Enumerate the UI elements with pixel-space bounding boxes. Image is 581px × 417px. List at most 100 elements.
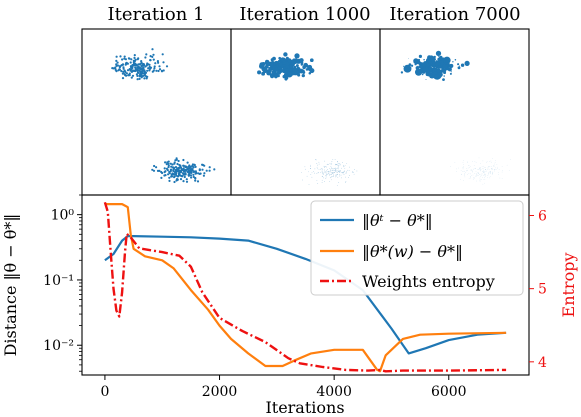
scatter-point — [481, 172, 483, 174]
scatter-point — [295, 64, 299, 68]
scatter-point — [333, 173, 334, 175]
scatter-point — [145, 53, 148, 56]
scatter-point — [410, 64, 414, 67]
scatter-point — [486, 161, 488, 163]
scatter-point — [346, 162, 348, 164]
scatter-point — [470, 177, 472, 179]
scatter-point — [261, 71, 266, 76]
scatter-point — [120, 70, 123, 73]
scatter-point — [480, 170, 481, 171]
scatter-point — [482, 171, 483, 172]
scatter-point — [324, 181, 325, 182]
scatter-point — [435, 50, 442, 57]
scatter-point — [463, 171, 465, 172]
scatter-point — [125, 72, 128, 75]
scatter-point — [123, 69, 126, 72]
scatter-point — [201, 163, 205, 167]
series-line-2 — [104, 203, 507, 373]
scatter-point — [508, 170, 510, 171]
scatter-point — [134, 58, 137, 61]
scatter-point — [468, 173, 470, 175]
scatter-point — [337, 174, 338, 175]
scatter-point — [472, 161, 473, 162]
scatter-point — [433, 67, 438, 72]
scatter-point — [333, 172, 335, 173]
scatter-point — [467, 174, 468, 175]
scatter-point — [483, 171, 484, 173]
scatter-point — [437, 72, 439, 74]
scatter-point — [493, 169, 495, 171]
scatter-point — [300, 70, 303, 73]
scatter-point — [330, 164, 332, 165]
scatter-point — [458, 167, 459, 169]
scatter-point — [463, 175, 465, 176]
scatter-point — [331, 173, 333, 174]
scatter-point — [501, 166, 503, 167]
scatter-point — [491, 168, 492, 170]
scatter-point — [300, 63, 304, 66]
scatter-point — [330, 171, 332, 173]
scatter-point — [179, 178, 183, 181]
scatter-point — [473, 176, 474, 178]
scatter-point — [448, 67, 450, 70]
scatter-point — [302, 65, 306, 70]
scatter-point — [345, 176, 346, 178]
scatter-point — [317, 168, 319, 170]
scatter-point — [317, 164, 319, 166]
scatter-point — [454, 162, 456, 163]
legend-label-2: ‖θ*(w) − θ*‖ — [362, 242, 463, 261]
scatter-point — [493, 165, 494, 166]
scatter-point — [147, 63, 150, 66]
scatter-point — [152, 58, 155, 61]
scatter-point — [476, 175, 477, 176]
scatter-point — [339, 175, 341, 177]
scatter-point — [182, 169, 185, 172]
scatter-point — [289, 68, 293, 72]
scatter-point — [273, 67, 279, 72]
plot-frame — [81, 194, 530, 376]
scatter-point — [323, 172, 324, 174]
scatter-point — [136, 78, 139, 81]
scatter-point — [464, 174, 465, 175]
scatter-point — [315, 159, 316, 160]
scatter-point — [463, 160, 464, 161]
scatter-point — [325, 176, 327, 178]
scatter-point — [501, 171, 503, 173]
scatter-point — [485, 171, 487, 172]
scatter-point — [333, 169, 334, 171]
scatter-point — [178, 170, 181, 173]
scatter-point — [456, 171, 457, 172]
scatter-point — [137, 63, 140, 66]
scatter-point — [349, 166, 350, 168]
scatter-point — [140, 73, 143, 77]
scatter-point — [476, 180, 477, 182]
scatter-point — [490, 172, 491, 174]
scatter-point — [488, 172, 490, 173]
scatter-point — [337, 172, 339, 174]
scatter-point — [338, 171, 340, 172]
scatter-point — [304, 168, 306, 170]
scatter-point — [126, 62, 129, 65]
scatter-point — [118, 65, 121, 68]
scatter-point — [441, 70, 443, 72]
scatter-point — [129, 61, 132, 64]
scatter-point — [272, 71, 276, 75]
scatter-point — [169, 162, 172, 165]
scatter-point — [188, 173, 191, 176]
scatter-point — [494, 170, 495, 172]
scatter-point — [496, 166, 498, 168]
scatter-point — [485, 169, 486, 170]
scatter-point — [457, 66, 461, 70]
scatter-point — [176, 162, 179, 166]
y-axis-right: 4 5 6 — [529, 208, 547, 371]
scatter-point — [184, 165, 187, 168]
x-tick-label: 6000 — [431, 384, 467, 400]
scatter-point — [491, 168, 492, 169]
scatter-point — [308, 171, 309, 173]
scatter-point — [142, 64, 145, 67]
scatter-point — [121, 63, 125, 66]
scatter-point — [332, 159, 334, 161]
scatter-point — [347, 169, 348, 171]
scatter-point — [418, 54, 422, 59]
scatter-point — [322, 172, 323, 174]
